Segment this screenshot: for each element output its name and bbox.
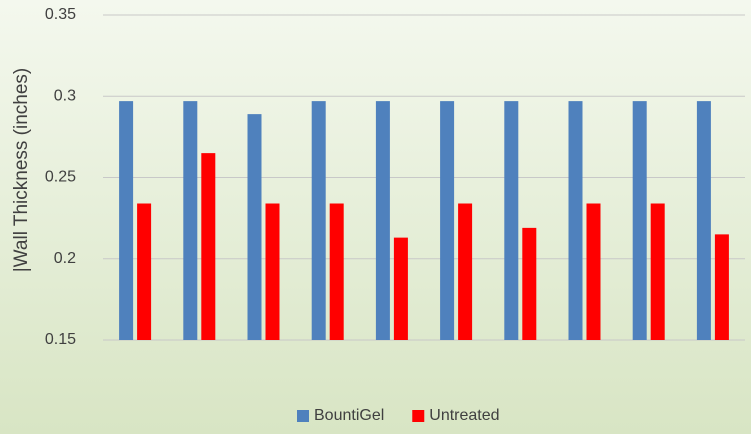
bar <box>440 101 455 340</box>
bar <box>265 203 280 340</box>
y-tick-label: 0.2 <box>54 250 76 267</box>
legend-swatch <box>297 410 309 422</box>
bar <box>375 101 390 340</box>
bar <box>696 101 711 340</box>
bar <box>393 237 408 340</box>
bar <box>714 234 729 340</box>
y-tick-label: 0.3 <box>54 87 76 104</box>
bar <box>586 203 601 340</box>
legend-label: Untreated <box>429 407 499 424</box>
bar <box>522 227 537 340</box>
y-axis-label: |Wall Thickness (inches) <box>11 68 32 273</box>
bar <box>247 114 262 340</box>
bar <box>632 101 647 340</box>
bar <box>311 101 326 340</box>
bar <box>201 153 216 340</box>
bar <box>183 101 198 340</box>
bar <box>119 101 134 340</box>
bar <box>568 101 583 340</box>
bar <box>458 203 473 340</box>
bar <box>329 203 344 340</box>
y-tick-label: 0.15 <box>45 331 76 348</box>
bar <box>137 203 152 340</box>
bar <box>504 101 519 340</box>
bar <box>650 203 665 340</box>
y-tick-label: 0.25 <box>45 169 76 186</box>
legend-label: BountiGel <box>314 407 384 424</box>
legend-swatch <box>412 410 425 422</box>
y-tick-label: 0.35 <box>45 6 76 23</box>
